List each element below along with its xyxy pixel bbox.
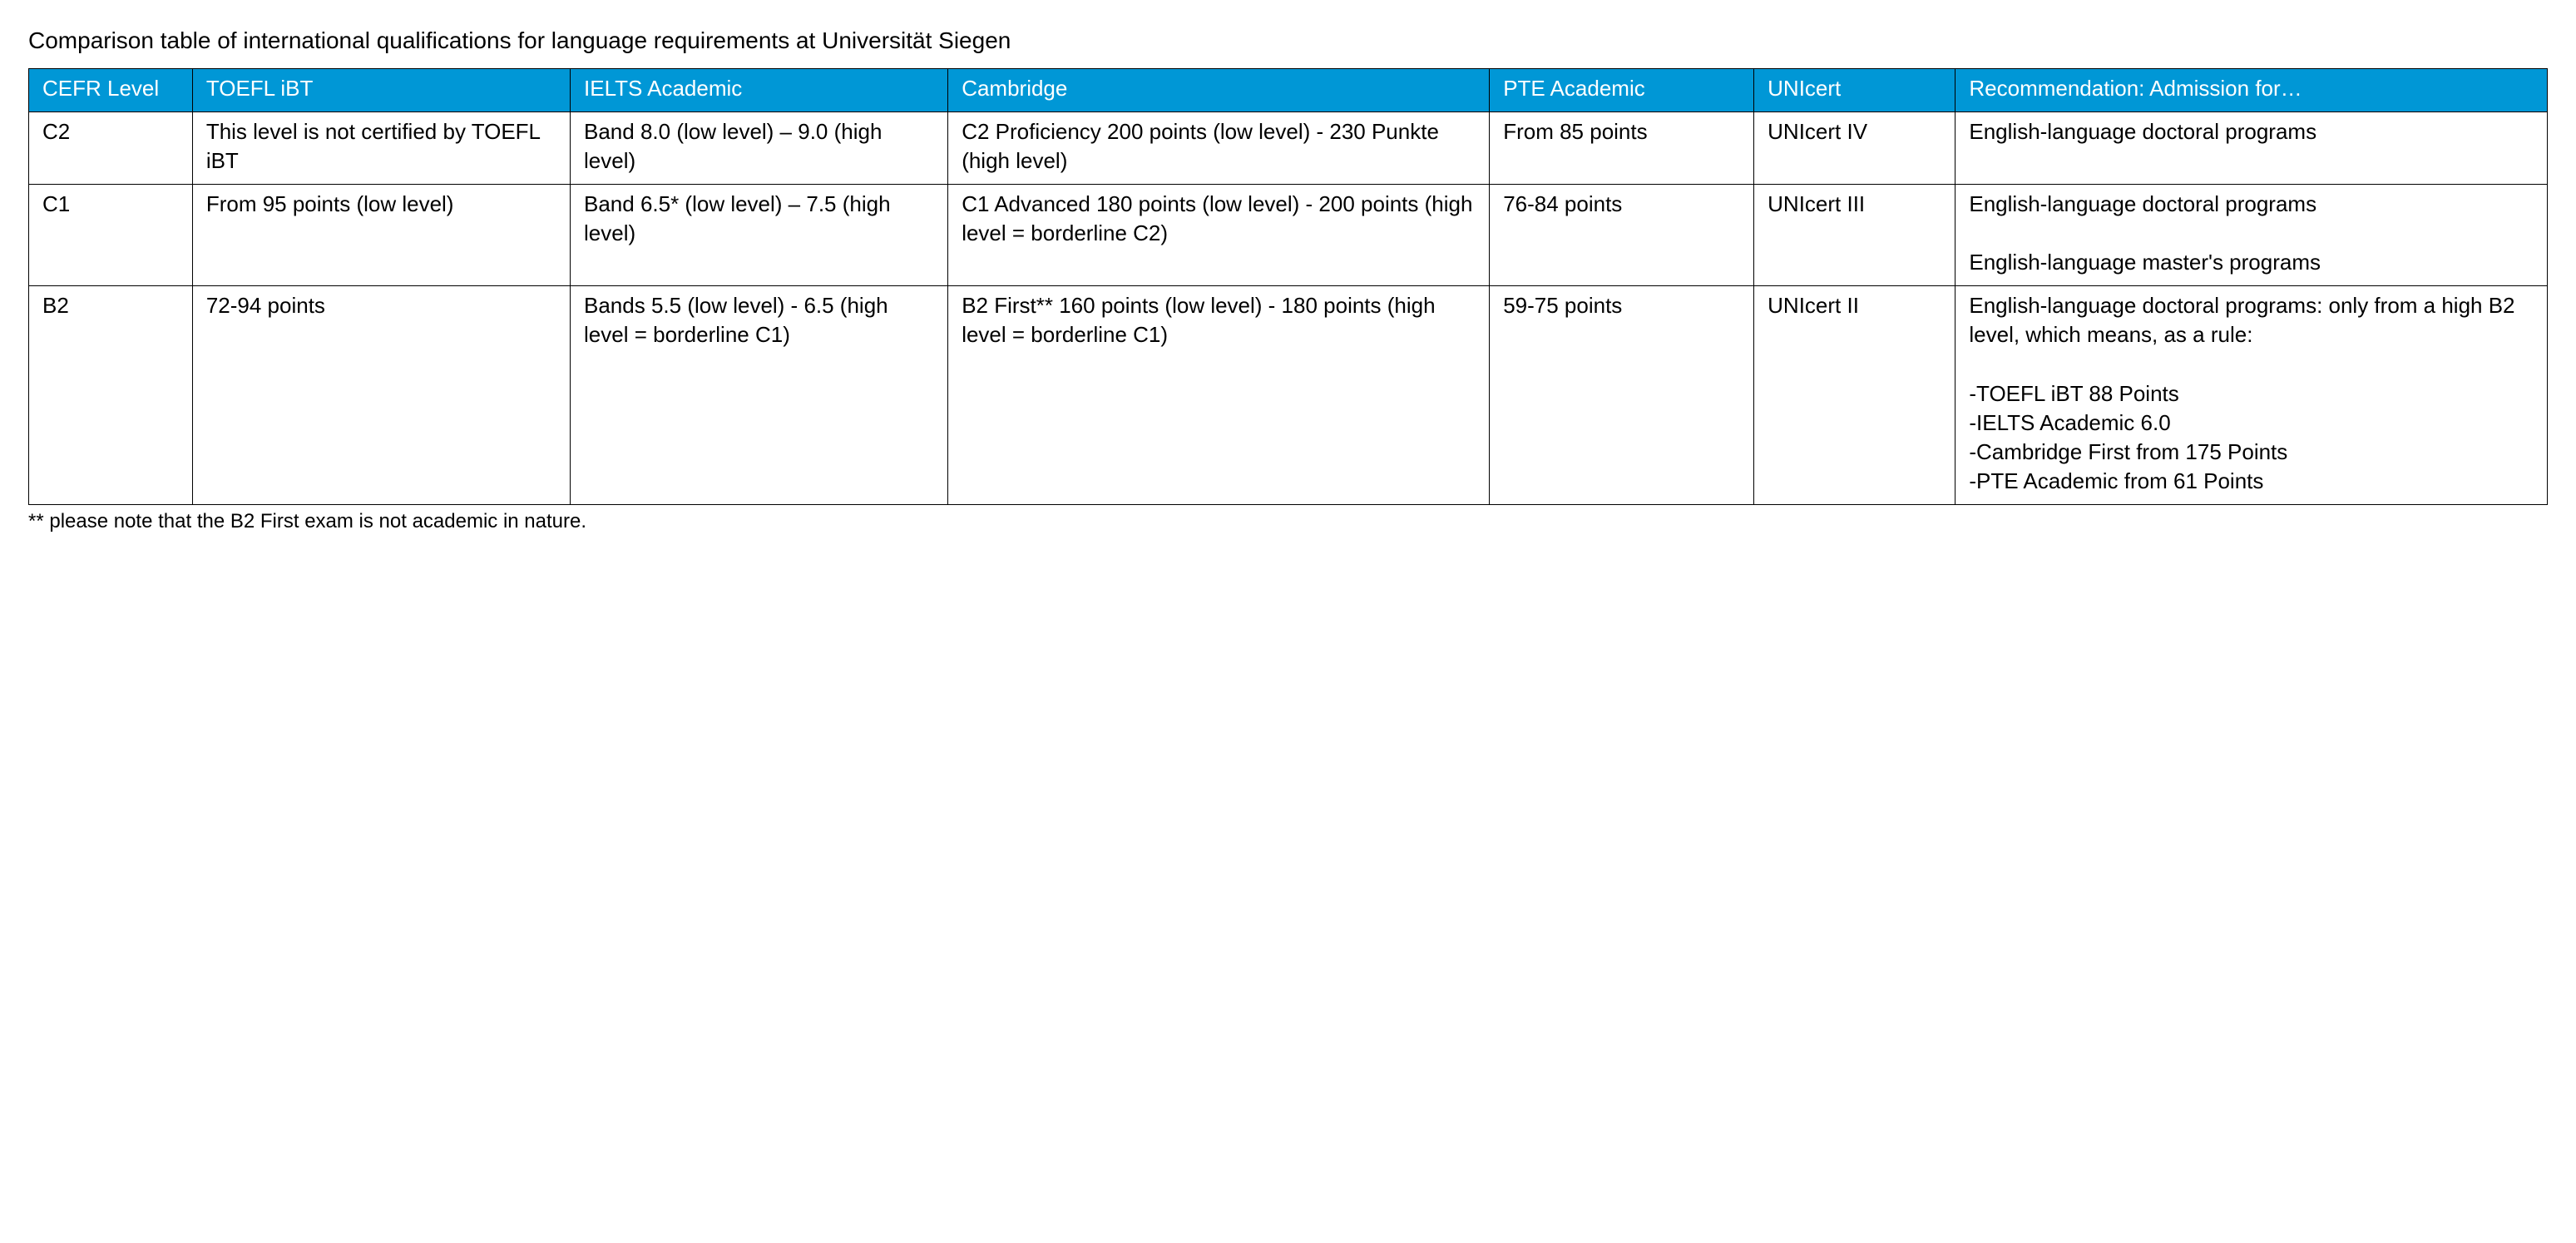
table-row: C2 This level is not certified by TOEFL … bbox=[29, 111, 2548, 184]
header-unicert: UNIcert bbox=[1754, 68, 1955, 111]
cell-toefl: From 95 points (low level) bbox=[192, 185, 570, 286]
cell-unicert: UNIcert II bbox=[1754, 286, 1955, 505]
cell-cambridge: B2 First** 160 points (low level) - 180 … bbox=[948, 286, 1490, 505]
cell-rec: English-language doctoral programs: only… bbox=[1955, 286, 2548, 505]
header-toefl: TOEFL iBT bbox=[192, 68, 570, 111]
header-rec: Recommendation: Admission for… bbox=[1955, 68, 2548, 111]
cell-ielts: Bands 5.5 (low level) - 6.5 (high level … bbox=[571, 286, 948, 505]
cell-toefl: 72-94 points bbox=[192, 286, 570, 505]
cell-rec: English-language doctoral programs bbox=[1955, 111, 2548, 184]
cell-toefl: This level is not certified by TOEFL iBT bbox=[192, 111, 570, 184]
cell-cambridge: C2 Proficiency 200 points (low level) - … bbox=[948, 111, 1490, 184]
cell-unicert: UNIcert III bbox=[1754, 185, 1955, 286]
page-title: Comparison table of international qualif… bbox=[28, 25, 2548, 57]
cell-ielts: Band 6.5* (low level) – 7.5 (high level) bbox=[571, 185, 948, 286]
table-row: B2 72-94 points Bands 5.5 (low level) - … bbox=[29, 286, 2548, 505]
cell-cefr: C1 bbox=[29, 185, 193, 286]
cell-unicert: UNIcert IV bbox=[1754, 111, 1955, 184]
header-ielts: IELTS Academic bbox=[571, 68, 948, 111]
footnote: ** please note that the B2 First exam is… bbox=[28, 508, 2548, 535]
cell-pte: 76-84 points bbox=[1490, 185, 1754, 286]
cell-rec: English-language doctoral programs Engli… bbox=[1955, 185, 2548, 286]
cell-cefr: B2 bbox=[29, 286, 193, 505]
table-header-row: CEFR Level TOEFL iBT IELTS Academic Camb… bbox=[29, 68, 2548, 111]
cell-cambridge: C1 Advanced 180 points (low level) - 200… bbox=[948, 185, 1490, 286]
table-head: CEFR Level TOEFL iBT IELTS Academic Camb… bbox=[29, 68, 2548, 111]
table-body: C2 This level is not certified by TOEFL … bbox=[29, 111, 2548, 504]
cell-pte: 59-75 points bbox=[1490, 286, 1754, 505]
cell-cefr: C2 bbox=[29, 111, 193, 184]
header-pte: PTE Academic bbox=[1490, 68, 1754, 111]
qualifications-table: CEFR Level TOEFL iBT IELTS Academic Camb… bbox=[28, 68, 2548, 505]
cell-pte: From 85 points bbox=[1490, 111, 1754, 184]
header-cambridge: Cambridge bbox=[948, 68, 1490, 111]
table-row: C1 From 95 points (low level) Band 6.5* … bbox=[29, 185, 2548, 286]
header-cefr: CEFR Level bbox=[29, 68, 193, 111]
cell-ielts: Band 8.0 (low level) – 9.0 (high level) bbox=[571, 111, 948, 184]
